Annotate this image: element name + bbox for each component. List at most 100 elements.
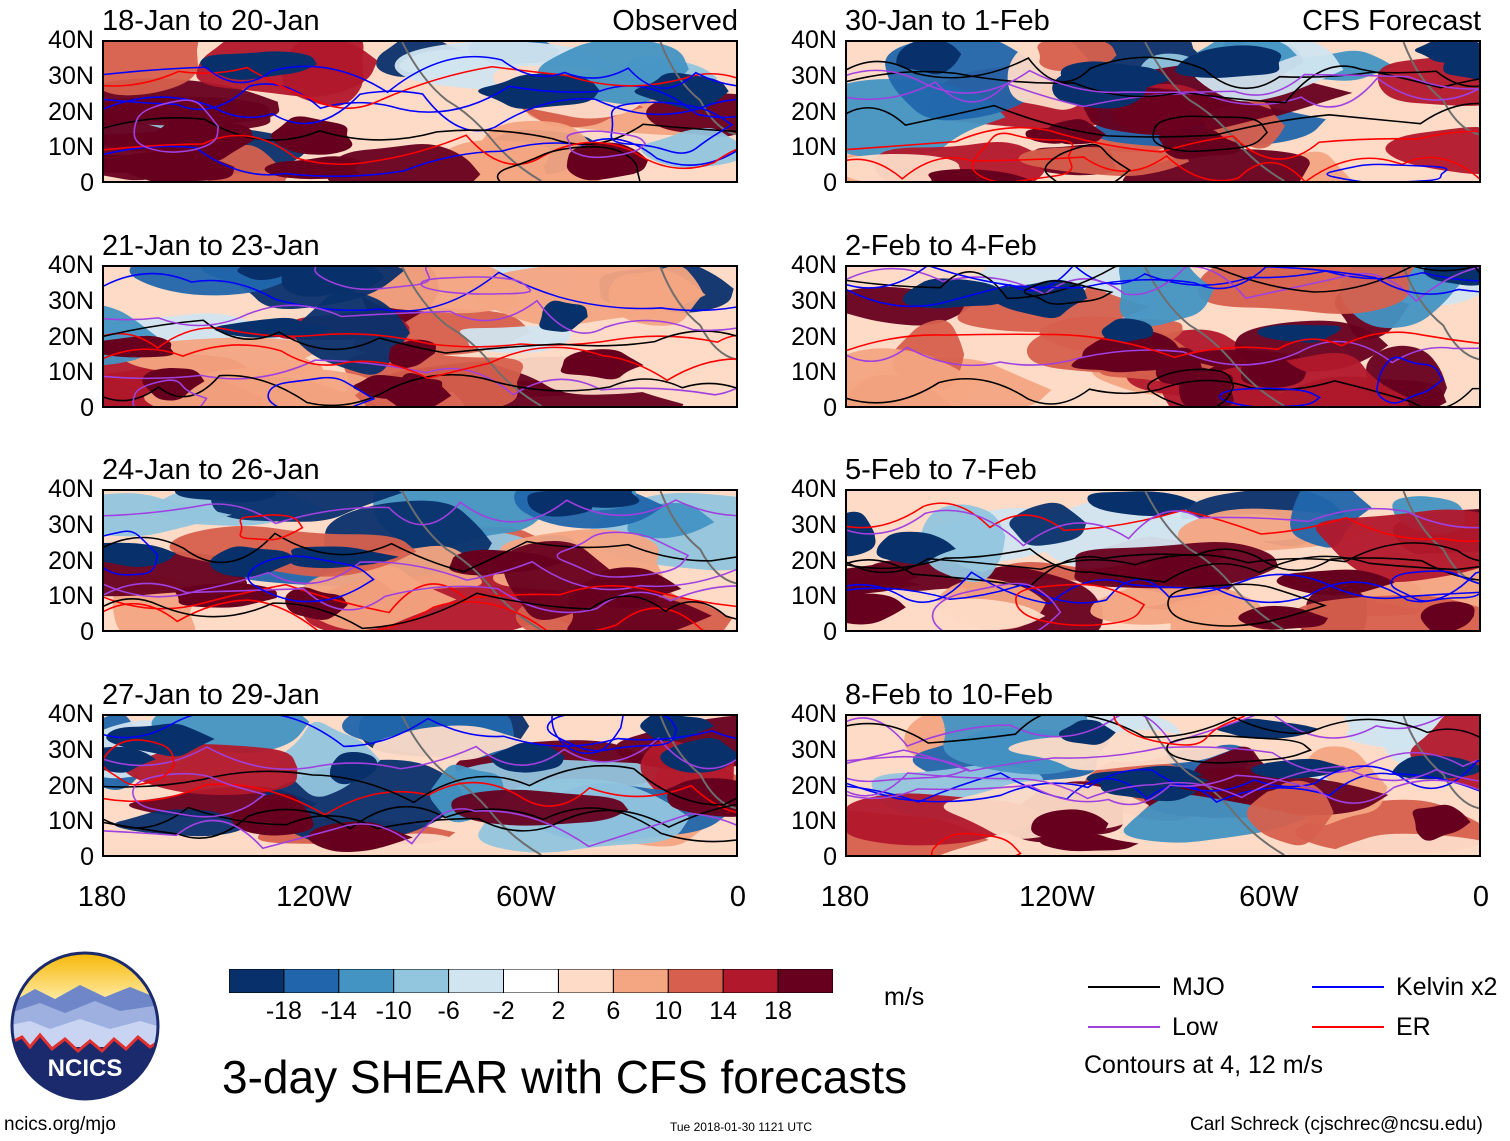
colorbar-label: 18: [764, 997, 792, 1025]
wave-contour: [104, 83, 736, 119]
colorbar-swatch: [448, 968, 505, 994]
wave-contour-closed: [104, 739, 175, 786]
wave-contour: [104, 599, 736, 630]
shear-anomaly-core: [491, 742, 565, 773]
shear-anomaly-core: [1251, 758, 1349, 779]
wave-contour: [104, 359, 736, 396]
latitude-label: 40N: [791, 700, 837, 728]
latitude-label: 30N: [791, 286, 837, 315]
latitude-label: 30N: [791, 735, 837, 764]
latitude-label: 0: [823, 843, 837, 871]
coastline: [401, 42, 542, 181]
colorbar-swatch: [558, 968, 614, 994]
latitude-label: 20N: [791, 546, 837, 575]
shear-anomaly-area: [847, 348, 979, 406]
colorbar-label: 14: [709, 997, 738, 1025]
wave-contour-closed: [239, 514, 304, 541]
legend-label: Kelvin x2: [1396, 973, 1498, 1001]
wave-contour: [104, 532, 736, 573]
shear-anomaly-core: [1146, 552, 1216, 585]
wave-contour: [847, 267, 1479, 295]
colorbar-swatch: [338, 968, 395, 994]
shear-anomaly-core: [115, 151, 235, 181]
wave-contour: [847, 716, 1479, 744]
wave-contour: [847, 331, 1479, 359]
latitude-label: 20N: [791, 97, 837, 126]
shear-anomaly-core: [174, 491, 277, 503]
latitude-label: 20N: [48, 771, 94, 800]
colorbar-swatch: [228, 968, 285, 994]
shear-anomaly-area: [294, 290, 411, 375]
colorbar-swatch: [393, 968, 450, 994]
latitude-label: 40N: [48, 251, 94, 279]
legend-line: [1088, 986, 1160, 988]
shear-map-panel: [845, 714, 1481, 857]
coastline: [1402, 267, 1479, 361]
colorbar-label: -10: [375, 997, 412, 1025]
legend-line: [1088, 1026, 1160, 1028]
footer-url[interactable]: ncics.org/mjo: [4, 1114, 116, 1135]
coastline: [659, 716, 736, 810]
latitude-label: 20N: [48, 97, 94, 126]
latitude-label: 20N: [48, 546, 94, 575]
legend-note: Contours at 4, 12 m/s: [1084, 1051, 1324, 1079]
shear-anomaly-core: [106, 723, 215, 757]
wave-contour-closed: [1326, 163, 1448, 181]
legend-label: MJO: [1172, 973, 1225, 1001]
wave-contour: [847, 102, 1479, 138]
shear-anomaly-core: [1420, 601, 1475, 630]
shear-anomaly-area: [1009, 502, 1087, 546]
wave-contour-closed: [314, 267, 431, 291]
shear-anomaly-core: [1086, 770, 1211, 794]
latitude-label: 30N: [48, 61, 94, 90]
wave-contour-closed: [1023, 280, 1114, 305]
observed-tag: Observed: [612, 5, 738, 37]
wave-contour-closed: [931, 582, 1062, 630]
latitude-label: 10N: [48, 582, 94, 611]
shear-anomaly-core: [1257, 324, 1341, 343]
colorbar-swatch: [283, 968, 340, 994]
wave-contour: [847, 507, 1479, 547]
shear-anomaly-core: [1087, 491, 1197, 516]
shear-anomaly-core: [1031, 809, 1109, 839]
wave-contour-closed: [132, 379, 208, 406]
latitude-label: 10N: [791, 358, 837, 387]
colorbar-label: -2: [492, 997, 515, 1025]
wave-contour-closed: [104, 530, 159, 576]
wave-contour: [847, 155, 1479, 181]
longitude-label: 0: [1472, 881, 1490, 913]
latitude-label: 40N: [791, 475, 837, 503]
wave-contour: [104, 499, 736, 526]
footer-timestamp: Tue 2018-01-30 1121 UTC: [670, 1120, 813, 1134]
shear-anomaly-core: [847, 593, 906, 625]
longitude-label: 120W: [276, 881, 352, 913]
wave-contour-closed: [847, 755, 970, 783]
wave-contour: [104, 327, 736, 349]
colorbar-label: 10: [654, 997, 683, 1025]
shear-anomaly-core: [388, 339, 437, 369]
wave-contour: [847, 542, 1479, 574]
latitude-label: 30N: [48, 735, 94, 764]
shear-anomaly-area: [326, 143, 481, 181]
latitude-label: 0: [823, 618, 837, 646]
wave-contour-closed: [610, 101, 734, 154]
colorbar-label: -14: [320, 997, 357, 1025]
colorbar-label: -18: [265, 997, 302, 1025]
shear-anomaly-core: [634, 72, 729, 111]
shear-anomaly-core: [876, 531, 956, 565]
wave-contour-closed: [551, 716, 624, 755]
latitude-label: 10N: [791, 582, 837, 611]
colorbar-swatch: [503, 968, 559, 994]
latitude-label: 20N: [791, 771, 837, 800]
latitude-label: 0: [823, 169, 837, 197]
wave-contour: [847, 267, 1479, 308]
wave-contour: [847, 56, 1479, 90]
wave-contour: [847, 760, 1479, 803]
shear-anomaly-core: [385, 372, 452, 406]
coastline: [1144, 267, 1285, 406]
shear-anomaly-area: [1090, 585, 1244, 625]
colorbar: [228, 968, 834, 994]
wave-contour: [104, 134, 736, 170]
shear-anomaly-core: [527, 491, 593, 517]
shear-map-panel: [102, 489, 738, 632]
